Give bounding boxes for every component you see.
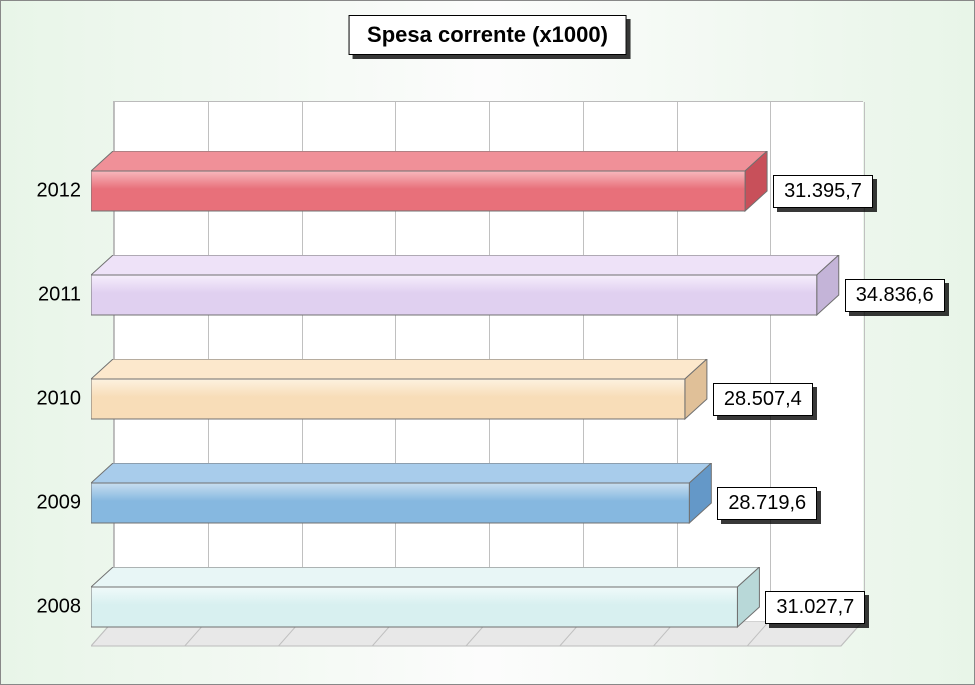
chart-title: Spesa corrente (x1000) xyxy=(348,15,627,55)
y-axis-label: 2012 xyxy=(19,179,81,202)
value-label: 28.507,4 xyxy=(713,383,813,416)
bar xyxy=(91,463,713,525)
y-axis-label: 2011 xyxy=(19,283,81,306)
chart-container: Spesa corrente (x1000) 201231.395,720113… xyxy=(0,0,975,685)
y-axis-label: 2008 xyxy=(19,595,81,618)
value-label: 31.027,7 xyxy=(765,591,865,624)
bar xyxy=(91,567,761,629)
y-axis-label: 2009 xyxy=(19,491,81,514)
grid-line xyxy=(770,102,771,621)
y-axis-label: 2010 xyxy=(19,387,81,410)
value-label: 31.395,7 xyxy=(773,175,873,208)
value-label: 34.836,6 xyxy=(845,279,945,312)
bar xyxy=(91,359,709,421)
value-label: 28.719,6 xyxy=(717,487,817,520)
bar xyxy=(91,151,769,213)
bar xyxy=(91,255,841,317)
plot-area: 201231.395,7201134.836,6201028.507,42009… xyxy=(91,101,881,651)
